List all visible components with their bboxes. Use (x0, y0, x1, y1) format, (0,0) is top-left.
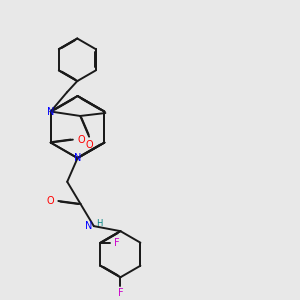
Text: H: H (96, 219, 102, 228)
Text: O: O (46, 196, 54, 206)
Text: N: N (74, 153, 81, 163)
Text: F: F (114, 238, 119, 248)
Text: O: O (77, 135, 85, 145)
Text: O: O (85, 140, 93, 150)
Text: F: F (118, 288, 123, 298)
Text: N: N (85, 221, 92, 231)
Text: N: N (47, 106, 54, 116)
